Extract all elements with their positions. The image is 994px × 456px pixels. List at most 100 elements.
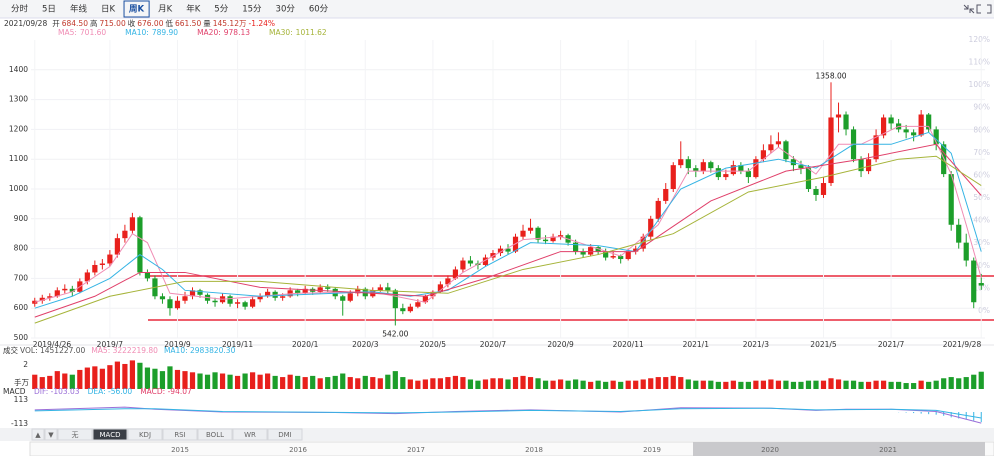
toolbar-tab[interactable]: 日K: [101, 5, 116, 15]
quote-item: 684.50: [62, 19, 88, 28]
volume-bar: [693, 380, 699, 389]
ma-line: [34, 155, 982, 324]
candle-body: [670, 165, 676, 189]
toolbar-tab[interactable]: 30分: [276, 5, 296, 15]
volume-bar: [618, 381, 624, 389]
candle-body: [182, 296, 188, 301]
ma-name: MA20:: [197, 28, 221, 37]
candle-body: [422, 296, 428, 303]
active-tab[interactable]: [123, 0, 150, 18]
volume-bar: [775, 380, 782, 389]
volume-bar: [370, 377, 376, 389]
panel-label: 成交: [3, 345, 18, 355]
indicator-tab-label[interactable]: KDJ: [139, 431, 151, 439]
macd-tick: -113: [11, 419, 28, 428]
indicator-tab-label[interactable]: BOLL: [206, 431, 224, 439]
toolbar-tab[interactable]: 60分: [309, 5, 329, 15]
candle-body: [813, 189, 819, 195]
candle-body: [400, 308, 406, 312]
indicator-tab[interactable]: [162, 428, 198, 441]
quote-item: 开: [52, 19, 60, 28]
toolbar-tab[interactable]: 月K: [158, 5, 173, 15]
volume-bar: [512, 377, 519, 389]
indicator-tab[interactable]: [232, 428, 268, 441]
candle-body: [377, 287, 383, 291]
candle-body: [805, 168, 812, 189]
candle-body: [107, 254, 113, 264]
toolbar-tab[interactable]: 年K: [186, 4, 201, 15]
candle-body: [407, 306, 413, 312]
quote-item: 715.00: [99, 19, 125, 28]
toolbar-tab[interactable]: 5日: [42, 5, 56, 15]
toolbar: [0, 0, 994, 18]
volume-bar: [948, 377, 954, 389]
volume-bar: [738, 381, 744, 389]
volume-bar: [843, 380, 849, 389]
toolbar-tab[interactable]: 5分: [214, 5, 228, 15]
y2-tick-label: 120%: [969, 35, 990, 44]
indicator-tab[interactable]: [197, 428, 233, 441]
window-icons[interactable]: [963, 4, 992, 14]
candle-body: [167, 299, 173, 309]
indicator-tab-label[interactable]: RSI: [174, 431, 185, 439]
x-tick-label: 2019/4/26: [33, 340, 72, 349]
candle-body: [69, 288, 75, 292]
fullscreen-icon[interactable]: [976, 4, 992, 14]
indicator-tab[interactable]: [44, 428, 58, 441]
fit-icon[interactable]: [963, 4, 975, 14]
volume-bar: [565, 380, 571, 389]
volume-legend: VOL: 1451227.00: [20, 346, 86, 355]
volume-legend: MA10: 2983820.30: [164, 346, 236, 355]
indicator-tab-label[interactable]: MACD: [100, 431, 121, 439]
indicator-tab[interactable]: [127, 428, 163, 441]
indicator-tab-label[interactable]: WR: [244, 431, 256, 439]
toolbar-tab[interactable]: 年线: [70, 4, 88, 15]
candle-body: [84, 272, 90, 282]
indicator-tab-label[interactable]: 无: [72, 431, 79, 439]
candle-body: [550, 236, 556, 242]
candle-body: [655, 200, 661, 219]
volume-bar: [715, 381, 721, 389]
volume-bar: [535, 378, 541, 389]
x-tick-label: 2020/11: [613, 340, 644, 349]
candle-body: [580, 251, 586, 255]
indicator-tab-label[interactable]: ▲: [35, 431, 41, 439]
candle-body: [880, 117, 887, 136]
candle-body: [212, 300, 218, 303]
candle-body: [295, 290, 301, 294]
candle-body: [114, 238, 120, 255]
volume-bar: [678, 377, 684, 389]
volume-bar: [385, 374, 391, 389]
indicator-tab[interactable]: [31, 428, 45, 441]
toolbar-tab[interactable]: 分时: [11, 4, 29, 15]
candle-body: [249, 299, 256, 307]
candle-body: [265, 291, 271, 297]
indicator-tab-label[interactable]: DMI: [278, 431, 292, 439]
indicator-tab-label[interactable]: ▼: [48, 431, 54, 439]
volume-bar: [129, 360, 136, 389]
volume-bar: [310, 375, 316, 389]
volume-bar: [84, 367, 90, 389]
volume-bar: [753, 380, 759, 389]
volume-bar: [302, 377, 308, 389]
timeline-selection[interactable]: [693, 442, 985, 456]
toolbar-tab[interactable]: 周K: [129, 4, 145, 15]
candle-body: [625, 251, 631, 260]
candle-body: [287, 290, 293, 297]
candle-body: [227, 296, 233, 304]
volume-bar: [257, 374, 263, 389]
x-tick-label: 2019/11: [222, 340, 253, 349]
indicator-tab[interactable]: [92, 428, 128, 441]
candle-body: [99, 263, 105, 265]
volume-bar: [933, 380, 939, 389]
timeline-year: 2016: [289, 446, 307, 454]
indicator-tab[interactable]: [57, 428, 93, 441]
quote-item: -1.24%: [248, 19, 275, 28]
toolbar-tab[interactable]: 15分: [242, 5, 262, 15]
volume-bar: [475, 380, 481, 389]
candle-body: [693, 168, 699, 172]
indicator-tab[interactable]: [267, 428, 303, 441]
y-tick-label: 1400: [9, 65, 28, 74]
volume-bar: [355, 378, 361, 389]
volume-bar: [550, 380, 556, 389]
